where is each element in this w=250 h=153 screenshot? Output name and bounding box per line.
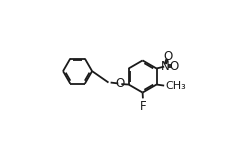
Text: O: O [170,60,179,73]
Text: CH₃: CH₃ [165,81,186,91]
Text: O: O [163,50,172,63]
Text: O: O [115,77,124,90]
Text: N: N [161,60,170,73]
Text: F: F [140,100,146,113]
